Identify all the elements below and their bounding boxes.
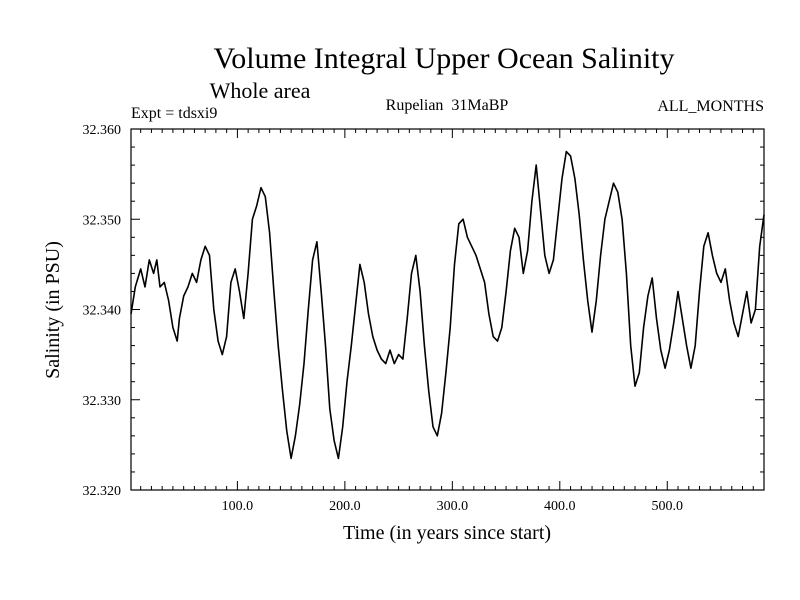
y-tick-label: 32.330 bbox=[83, 394, 122, 409]
x-axis-label: Time (in years since start) bbox=[343, 522, 551, 544]
y-tick-label: 32.340 bbox=[83, 304, 122, 319]
x-tick-label: 300.0 bbox=[437, 499, 469, 514]
chart-title: Volume Integral Upper Ocean Salinity bbox=[214, 42, 675, 75]
x-axis-ticks bbox=[140, 129, 754, 490]
x-tick-label: 400.0 bbox=[544, 499, 576, 514]
plot-frame bbox=[130, 128, 765, 491]
y-axis-label: Salinity (in PSU) bbox=[42, 241, 64, 379]
months-label: ALL_MONTHS bbox=[657, 98, 764, 115]
y-axis-tick-labels: 32.320 32.330 32.340 32.350 32.360 bbox=[83, 123, 122, 499]
y-tick-label: 32.320 bbox=[83, 484, 122, 499]
x-tick-label: 200.0 bbox=[329, 499, 361, 514]
period-label: Rupelian 31MaBP bbox=[386, 97, 509, 114]
y-tick-label: 32.350 bbox=[83, 213, 122, 228]
series-line-salinity bbox=[130, 150, 765, 460]
x-axis-tick-labels: 100.0 200.0 300.0 400.0 500.0 bbox=[222, 499, 683, 514]
y-tick-label: 32.360 bbox=[83, 123, 122, 138]
experiment-label: Expt = tdsxi9 bbox=[131, 105, 217, 122]
chart-subtitle: Whole area bbox=[210, 78, 311, 103]
x-tick-label: 100.0 bbox=[222, 499, 254, 514]
x-tick-label: 500.0 bbox=[652, 499, 684, 514]
y-axis-ticks bbox=[131, 146, 764, 473]
